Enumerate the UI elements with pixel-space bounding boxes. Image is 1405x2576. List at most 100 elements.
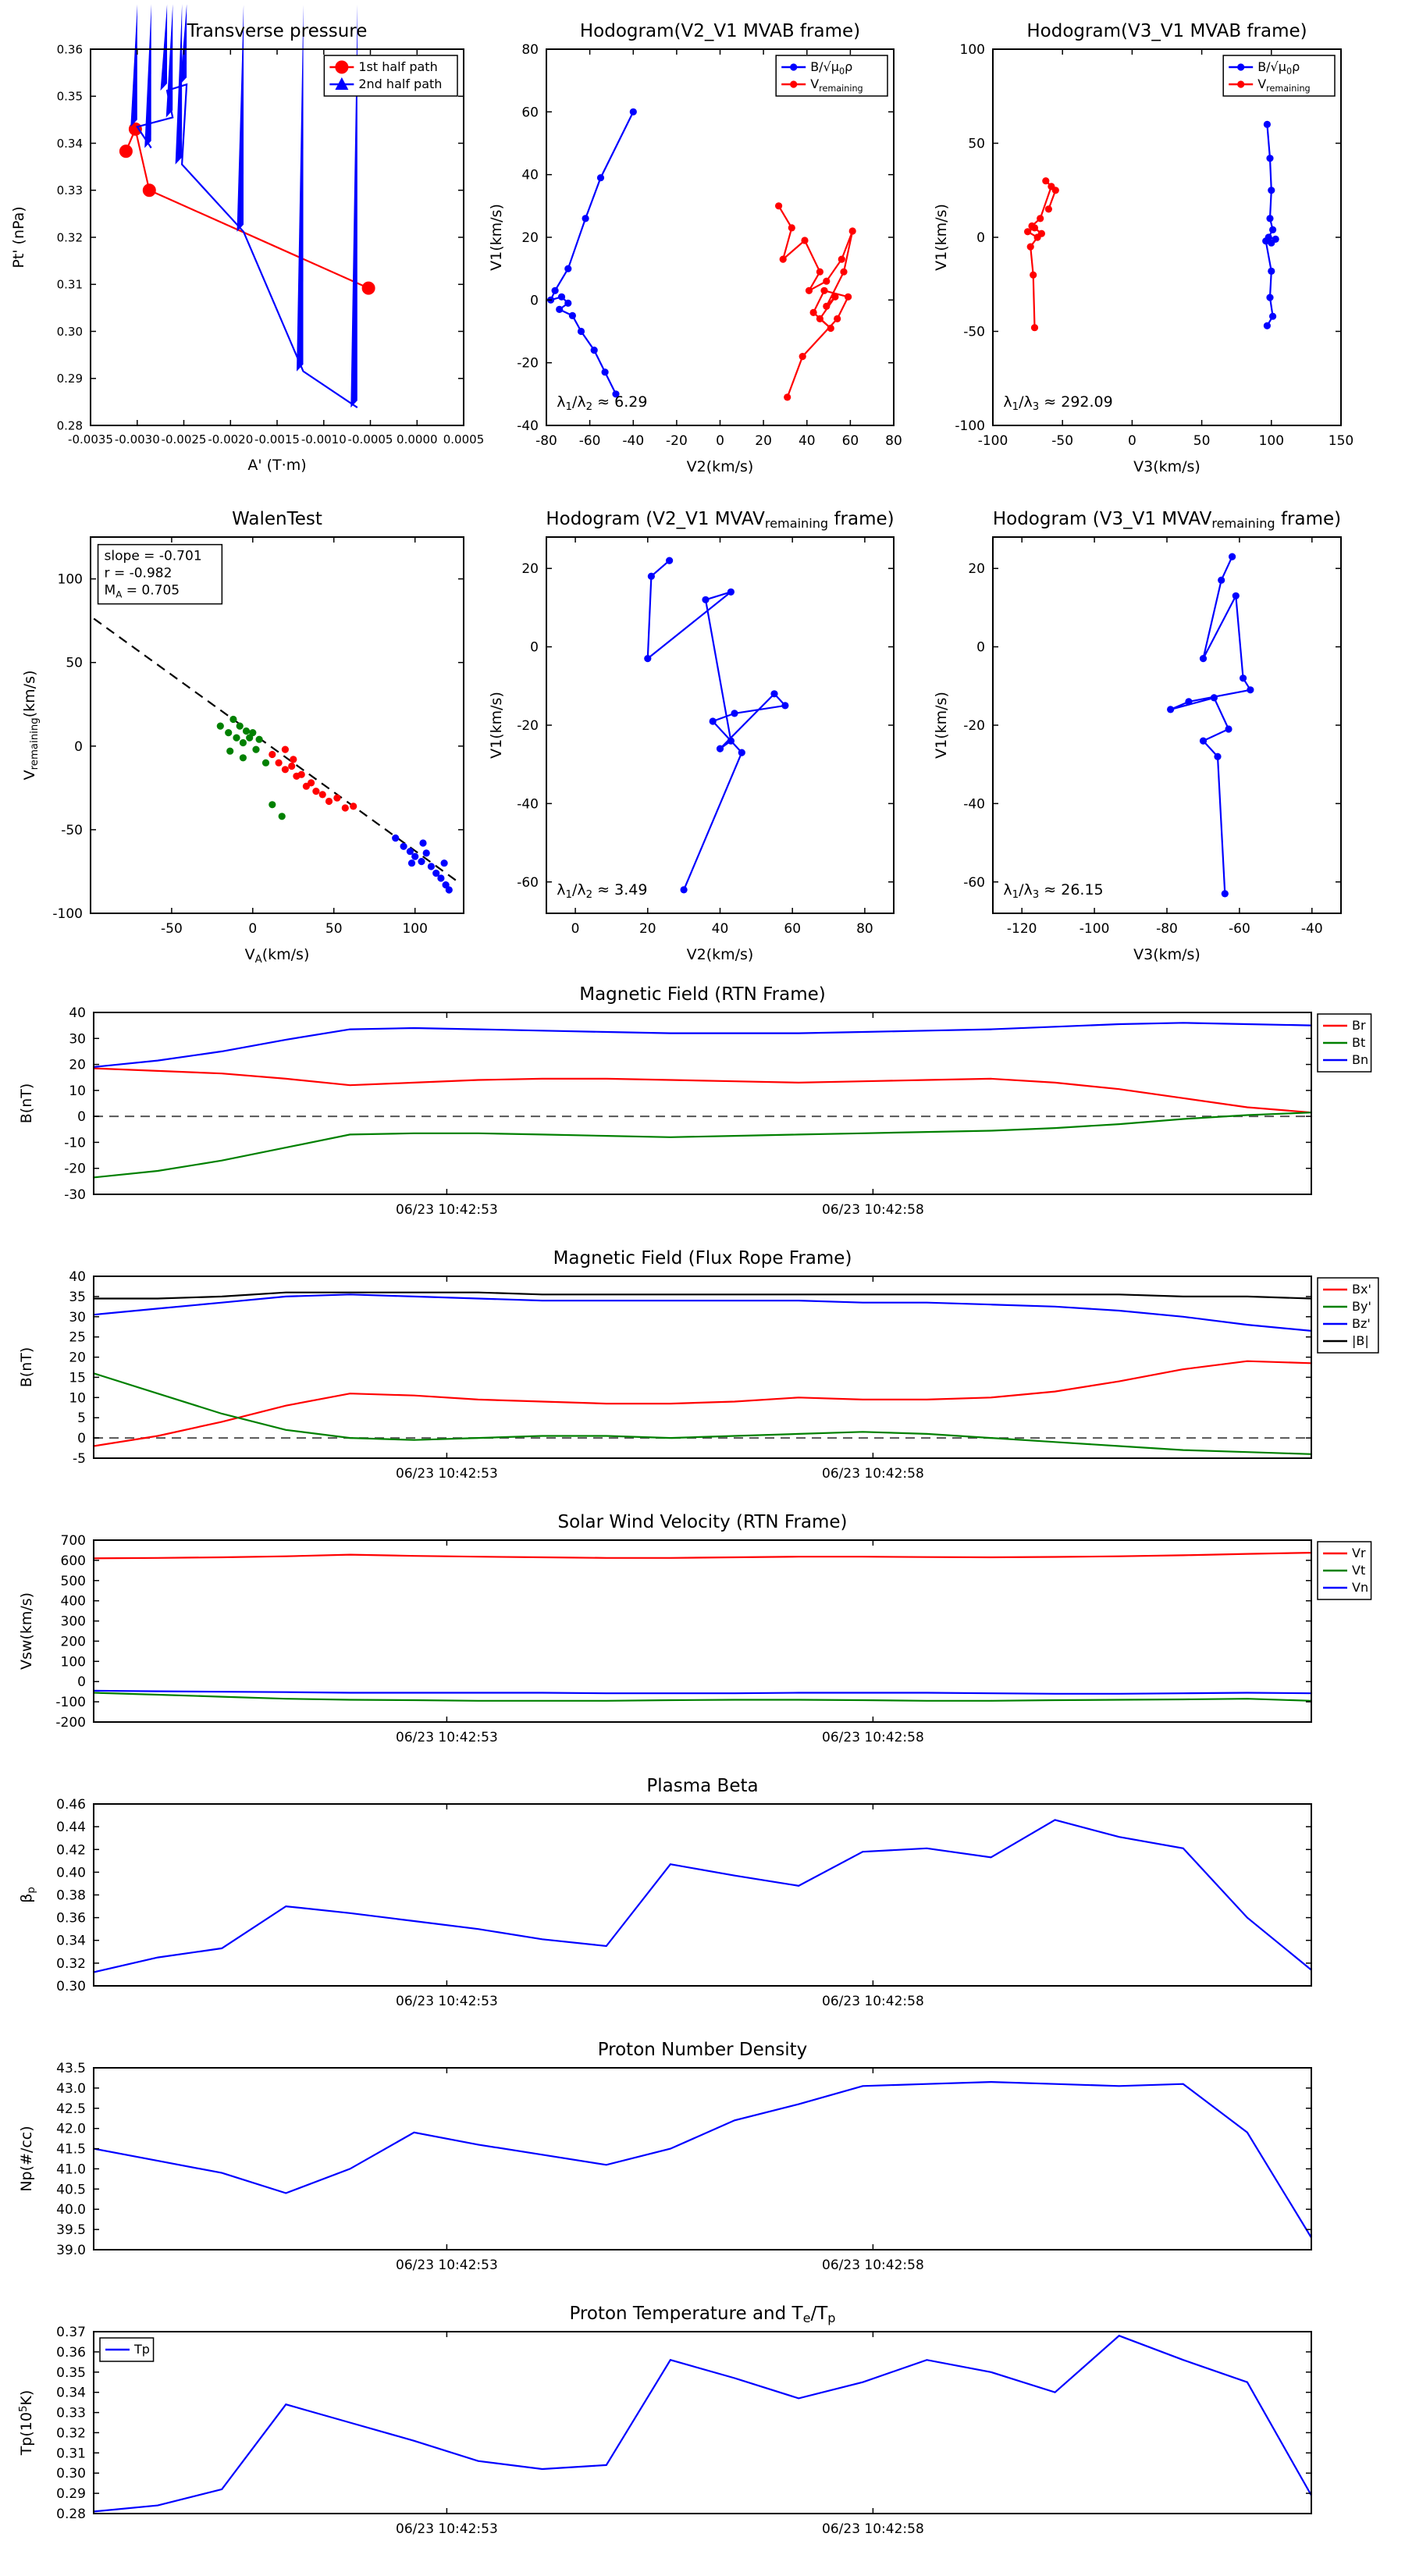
svg-text:39.0: 39.0 [56, 2243, 86, 2258]
svg-text:-100: -100 [955, 418, 985, 434]
svg-text:50: 50 [325, 921, 343, 937]
svg-text:0.32: 0.32 [57, 230, 83, 244]
chart-transverse-pressure: -0.0035 -0.0030 -0.0025 -0.0020 -0.0015 -0.00… [10, 4, 484, 474]
svg-text:-20: -20 [64, 1162, 86, 1177]
svg-text:-120: -120 [1007, 921, 1037, 937]
svg-text:300: 300 [61, 1614, 86, 1630]
svg-text:100: 100 [1259, 433, 1284, 449]
svg-text:39.5: 39.5 [56, 2222, 86, 2238]
svg-text:-20: -20 [517, 718, 539, 734]
svg-text:λ1/λ2 ≈ 3.49: λ1/λ2 ≈ 3.49 [557, 881, 647, 901]
svg-text:40: 40 [521, 168, 539, 183]
svg-text:Vr: Vr [1352, 1546, 1366, 1560]
svg-text:0.34: 0.34 [57, 137, 83, 151]
svg-text:06/23 10:42:53: 06/23 10:42:53 [396, 1466, 498, 1482]
svg-text:Bz': Bz' [1352, 1316, 1371, 1331]
svg-text:B(nT): B(nT) [18, 1347, 35, 1388]
svg-text:-60: -60 [963, 875, 985, 891]
svg-text:-100: -100 [55, 1695, 86, 1710]
svg-text:r = -0.982: r = -0.982 [105, 566, 173, 582]
svg-text:0.33: 0.33 [57, 183, 83, 197]
svg-text:42.5: 42.5 [56, 2101, 86, 2117]
chart-hodogram-v2v1-mvab: -80 -60 -40 -20 0 20 40 60 80 -40 -20 0 20 40 60 80 Hodo… [488, 21, 902, 475]
svg-text:-0.0010: -0.0010 [301, 432, 347, 447]
svg-text:Hodogram (V3_V1 MVAVremaining: Hodogram (V3_V1 MVAVremaining frame) [993, 509, 1341, 531]
svg-text:-50: -50 [161, 921, 183, 937]
chart-proton-temperature: 06/23 10:42:53 06/23 10:42:58 0.28 0.29 0.30… [18, 2304, 1312, 2537]
chart-hodogram-v2v1-mvav: 0 20 40 60 80 -60 -40 -20 0 20 Hodogram (V2_V1 MVA… [488, 509, 895, 963]
svg-text:06/23 10:42:58: 06/23 10:42:58 [822, 1466, 924, 1482]
svg-text:0.37: 0.37 [56, 2325, 86, 2340]
svg-text:Hodogram(V2_V1 MVAB frame): Hodogram(V2_V1 MVAB frame) [580, 21, 860, 41]
svg-text:50: 50 [1193, 433, 1211, 449]
svg-text:2nd half path: 2nd half path [358, 76, 442, 91]
svg-text:600: 600 [61, 1553, 86, 1569]
svg-text:40: 40 [799, 433, 816, 449]
svg-text:-0.0025: -0.0025 [162, 432, 207, 447]
svg-text:Solar Wind Velocity (RTN Frame: Solar Wind Velocity (RTN Frame) [557, 1512, 847, 1532]
svg-text:25: 25 [69, 1330, 86, 1346]
svg-text:Hodogram(V3_V1 MVAB frame): Hodogram(V3_V1 MVAB frame) [1026, 21, 1307, 41]
svg-text:0: 0 [571, 921, 580, 937]
svg-text:-40: -40 [622, 433, 644, 449]
svg-text:43.5: 43.5 [56, 2061, 86, 2076]
chart-solar-wind-velocity: 06/23 10:42:53 06/23 10:42:58 -200 -100 0 100… [18, 1512, 1372, 1745]
svg-text:60: 60 [842, 433, 859, 449]
svg-text:-100: -100 [978, 433, 1008, 449]
svg-text:42.0: 42.0 [56, 2122, 86, 2137]
svg-text:Pt' (nPa): Pt' (nPa) [10, 206, 27, 268]
svg-text:50: 50 [66, 656, 83, 671]
svg-text:-0.0015: -0.0015 [254, 432, 300, 447]
svg-text:0.36: 0.36 [56, 1911, 86, 1927]
svg-text:0.36: 0.36 [56, 2345, 86, 2361]
svg-text:VA(km/s): VA(km/s) [245, 946, 310, 966]
svg-text:60: 60 [784, 921, 801, 937]
svg-text:0: 0 [976, 230, 985, 246]
svg-text:15: 15 [69, 1370, 86, 1386]
svg-text:43.0: 43.0 [56, 2081, 86, 2097]
svg-text:20: 20 [521, 230, 539, 246]
svg-text:B(nT): B(nT) [18, 1083, 35, 1124]
svg-text:400: 400 [61, 1594, 86, 1610]
svg-text:Bx': Bx' [1352, 1282, 1371, 1297]
svg-text:0.29: 0.29 [56, 2486, 86, 2502]
svg-text:-0.0035: -0.0035 [68, 432, 113, 447]
svg-text:-20: -20 [666, 433, 688, 449]
svg-text:MA = 0.705: MA = 0.705 [105, 583, 180, 600]
svg-text:100: 100 [960, 42, 985, 58]
svg-text:60: 60 [521, 105, 539, 120]
svg-text:0: 0 [77, 1431, 86, 1446]
svg-text:0: 0 [77, 1109, 86, 1125]
svg-text:0.31: 0.31 [57, 278, 83, 292]
svg-text:V1(km/s): V1(km/s) [488, 692, 505, 759]
svg-text:5: 5 [77, 1411, 86, 1426]
svg-text:Proton Temperature and Te/Tp: Proton Temperature and Te/Tp [569, 2304, 835, 2325]
svg-text:06/23 10:42:53: 06/23 10:42:53 [396, 1202, 498, 1218]
svg-text:Proton Number Density: Proton Number Density [598, 2040, 808, 2060]
svg-text:-80: -80 [1156, 921, 1178, 937]
svg-text:06/23 10:42:58: 06/23 10:42:58 [822, 2521, 924, 2537]
svg-text:-10: -10 [64, 1135, 86, 1151]
svg-text:-20: -20 [963, 718, 985, 734]
chart-walen-test: -50 0 50 100 -100 -50 0 50 100 WalenTest VA(km/s) V… [21, 509, 464, 966]
svg-text:0.34: 0.34 [56, 2386, 86, 2401]
svg-text:-0.0030: -0.0030 [115, 432, 160, 447]
svg-text:V3(km/s): V3(km/s) [1133, 458, 1200, 475]
svg-text:20: 20 [521, 561, 539, 577]
svg-text:0.30: 0.30 [56, 2466, 86, 2482]
svg-text:20: 20 [968, 561, 985, 577]
svg-text:20: 20 [69, 1058, 86, 1073]
svg-text:06/23 10:42:53: 06/23 10:42:53 [396, 1730, 498, 1745]
svg-text:Br: Br [1352, 1018, 1366, 1033]
svg-text:100: 100 [402, 921, 427, 937]
svg-text:100: 100 [61, 1654, 86, 1670]
svg-text:41.0: 41.0 [56, 2161, 86, 2177]
svg-text:-40: -40 [1301, 921, 1323, 937]
svg-text:-0.0020: -0.0020 [208, 432, 253, 447]
svg-text:200: 200 [61, 1634, 86, 1649]
svg-text:Magnetic Field (Flux Rope Fram: Magnetic Field (Flux Rope Frame) [553, 1248, 852, 1268]
svg-text:20: 20 [755, 433, 772, 449]
svg-text:40.0: 40.0 [56, 2202, 86, 2218]
svg-text:-20: -20 [517, 356, 539, 372]
